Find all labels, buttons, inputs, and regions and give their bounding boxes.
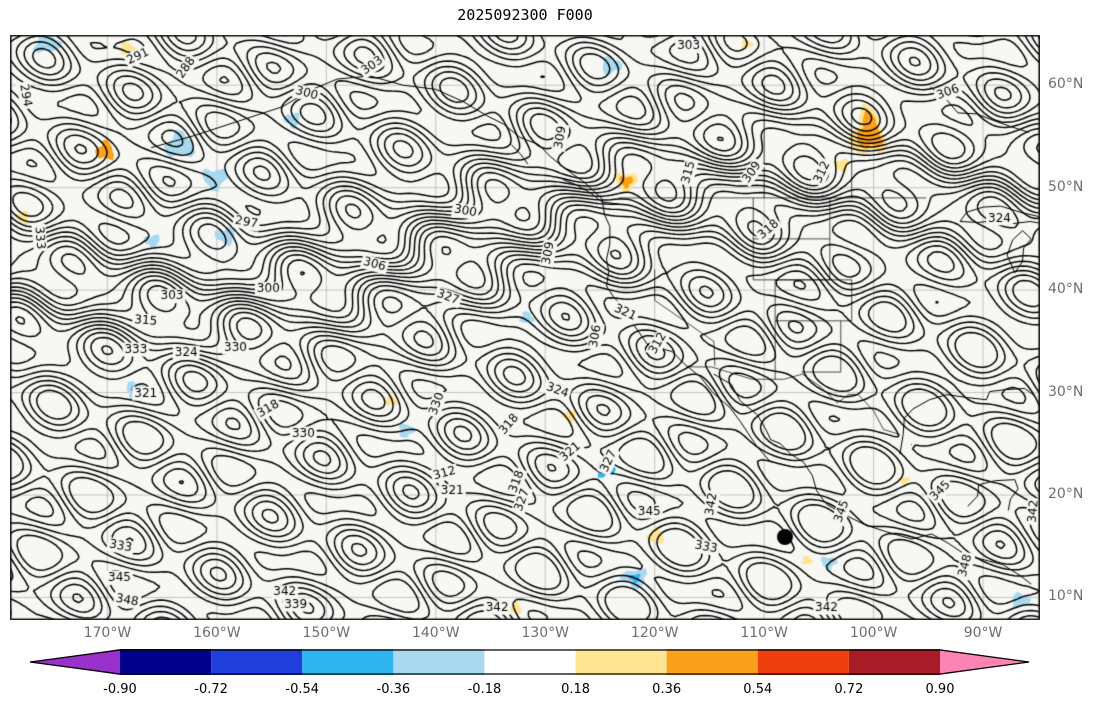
colorbar-tick-label: 0.54 [743, 682, 773, 697]
colorbar-tick-label: -0.36 [376, 682, 411, 697]
colorbar-tick-label: 0.18 [561, 682, 591, 697]
colorbar-tick-label: -0.72 [194, 682, 228, 697]
colorbar-segment [393, 649, 485, 675]
chart-title: 2025092300 F000 [457, 6, 593, 24]
colorbar-segment [211, 649, 303, 675]
y-tick-label: 40°N [1048, 281, 1084, 298]
y-tick-label: 10°N [1048, 588, 1084, 605]
colorbar-tick-label: -0.90 [103, 682, 137, 697]
colorbar-tick-label: -0.18 [467, 682, 502, 697]
x-tick-label: 170°W [83, 625, 132, 641]
map-plot-area [10, 35, 1040, 620]
y-tick-label: 20°N [1048, 486, 1084, 502]
contour-map-canvas [10, 35, 1040, 620]
y-tick-label: 30°N [1048, 383, 1084, 400]
colorbar-tick-label: -0.54 [285, 682, 320, 697]
colorbar-over-arrow [940, 649, 1030, 675]
x-tick-label: 100°W [849, 625, 898, 641]
x-tick-label: 150°W [302, 625, 351, 641]
colorbar-tick-label: 0.72 [834, 682, 864, 697]
colorbar-segment [666, 649, 758, 675]
colorbar-tick-label: 0.90 [925, 682, 955, 697]
y-tick-label: 50°N [1048, 178, 1084, 195]
colorbar-tick-label: 0.36 [652, 682, 682, 697]
x-tick-label: 140°W [411, 625, 460, 641]
colorbar-under-arrow [30, 649, 120, 675]
x-tick-label: 90°W [963, 625, 1003, 641]
colorbar-graphic [29, 649, 1030, 675]
colorbar-segment [575, 649, 667, 675]
colorbar-segment [848, 649, 940, 675]
colorbar-segment [302, 649, 394, 675]
x-tick-label: 160°W [193, 625, 241, 641]
x-tick-label: 110°W [740, 625, 788, 641]
x-tick-label: 130°W [521, 625, 570, 641]
colorbar-outline [29, 649, 1030, 675]
colorbar-segment [484, 649, 576, 675]
y-tick-label: 60°N [1048, 76, 1084, 93]
colorbar [29, 649, 1030, 675]
colorbar-segment [757, 649, 849, 675]
colorbar-segment [120, 649, 212, 675]
x-tick-label: 120°W [630, 625, 679, 641]
